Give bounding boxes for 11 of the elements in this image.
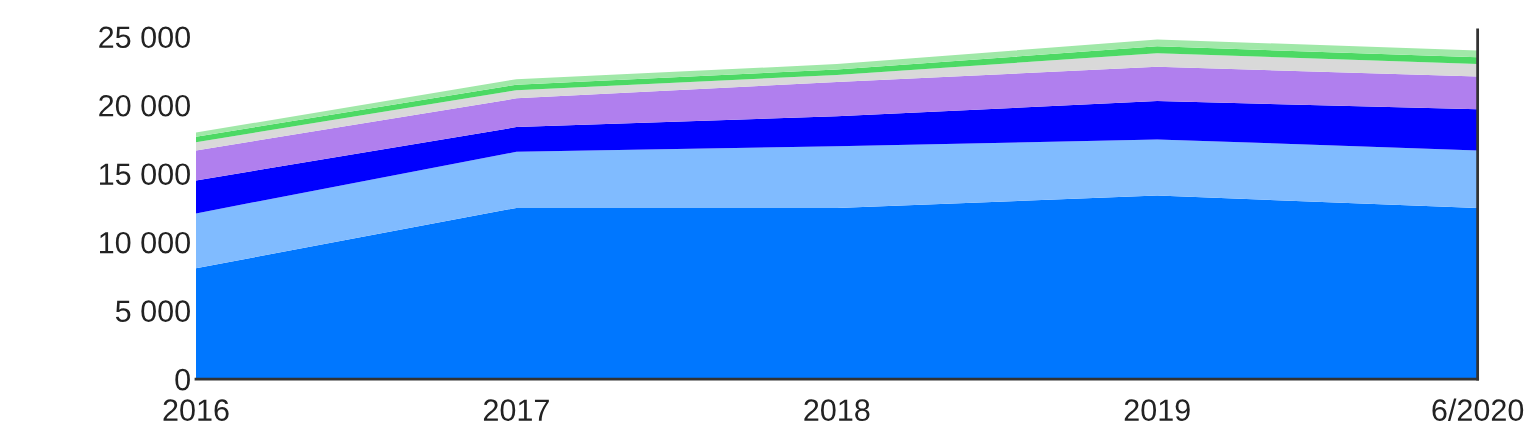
- y-tick-label: 5 000: [115, 300, 190, 322]
- x-tick-label: 6/2020: [1432, 398, 1524, 421]
- y-tick-label: 20 000: [99, 94, 190, 117]
- y-tick-label: 15 000: [100, 163, 190, 186]
- x-tick-label: 2018: [804, 399, 870, 421]
- x-tick-label: 2016: [163, 399, 229, 421]
- y-tick-label: 25 000: [99, 26, 190, 49]
- y-tick-label: 10 000: [100, 231, 190, 254]
- x-tick-label: 2019: [1124, 399, 1190, 421]
- x-tick-label: 2017: [483, 399, 549, 421]
- y-tick-label: 0: [175, 368, 190, 391]
